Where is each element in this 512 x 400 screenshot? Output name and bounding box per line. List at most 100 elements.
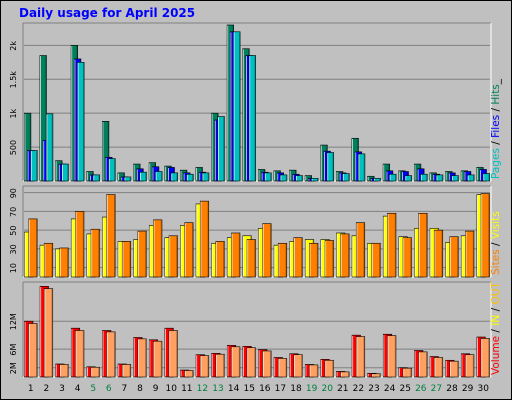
bar-pages-day-7	[124, 176, 132, 182]
bar-pages-day-3	[61, 163, 69, 182]
bar-sites-day-3	[59, 247, 69, 278]
bar-sites-day-25	[402, 237, 412, 278]
bar-out-day-6	[106, 331, 116, 378]
xtick-label-day-8: 8	[137, 384, 143, 394]
bar-out-day-20	[324, 359, 334, 378]
bar-out-day-5	[90, 366, 100, 378]
bar-sites-day-21	[340, 233, 350, 278]
panel-2-legend-label: Sites / Visits	[490, 211, 502, 275]
legend-part: Sites	[490, 249, 502, 275]
xtick-label-day-24: 24	[384, 384, 396, 394]
legend-part: /	[490, 239, 502, 249]
bar-pages-day-11	[186, 173, 194, 182]
bar-out-day-10	[168, 330, 178, 378]
bar-out-day-30	[480, 338, 490, 378]
legend-part: Pages	[490, 148, 502, 179]
bar-pages-day-30	[482, 173, 491, 182]
bar-out-day-16	[262, 350, 272, 378]
xtick-label-day-15: 15	[243, 384, 254, 394]
xtick-label-day-9: 9	[153, 384, 159, 394]
xtick-label-day-16: 16	[259, 384, 271, 394]
bar-out-day-2	[43, 288, 54, 378]
bar-out-day-26	[418, 351, 428, 378]
bar-out-day-25	[402, 367, 412, 378]
bar-sites-day-26	[418, 212, 428, 278]
xtick-label-day-30: 30	[477, 384, 489, 394]
bar-pages-day-22	[357, 153, 366, 182]
legend-part: _	[490, 78, 502, 85]
legend-part: Files	[490, 115, 502, 138]
legend-part: IN	[490, 315, 502, 326]
bar-out-day-3	[59, 364, 69, 378]
bar-pages-day-8	[139, 171, 147, 182]
panel-2-ytick-label: 30	[9, 244, 18, 254]
bar-pages-day-17	[279, 174, 288, 182]
panel-3-ytick-label: 12M	[9, 313, 18, 330]
bar-pages-day-16	[264, 172, 272, 182]
xtick-label-day-17: 17	[275, 384, 286, 394]
xtick-label-day-13: 13	[212, 384, 223, 394]
panel-2-bg	[23, 186, 491, 277]
panel-3-legend-label: Volume / IN / OUT	[490, 282, 502, 375]
panel-3-bg	[23, 282, 491, 377]
xtick-label-day-11: 11	[181, 384, 192, 394]
bar-out-day-24	[387, 335, 397, 378]
bar-pages-day-1	[30, 150, 38, 182]
bar-out-day-21	[340, 371, 350, 378]
legend-part: OUT	[490, 282, 502, 305]
bar-sites-day-8	[137, 230, 147, 278]
bar-out-day-14	[231, 346, 241, 378]
bar-sites-day-20	[324, 240, 334, 278]
bar-out-day-1	[28, 323, 38, 378]
bar-out-day-23	[371, 373, 381, 378]
bar-sites-day-9	[153, 219, 163, 278]
panel-2-ytick-label: 50	[9, 226, 18, 236]
xtick-label-day-10: 10	[165, 384, 177, 394]
bar-sites-day-29	[465, 230, 475, 278]
xtick-label-day-6: 6	[106, 384, 112, 394]
bar-sites-day-24	[387, 212, 397, 278]
bar-sites-day-14	[231, 232, 241, 278]
panel-2-ytick-label: 90	[9, 188, 18, 198]
xtick-label-day-4: 4	[75, 384, 81, 394]
bar-sites-day-17	[277, 242, 288, 278]
bar-sites-day-13	[215, 241, 225, 278]
bar-sites-day-6	[106, 194, 116, 278]
panel-1-ytick-label: 1k	[9, 108, 18, 118]
bar-out-day-8	[137, 338, 147, 378]
panel-2-ytick-label: 10	[9, 263, 18, 273]
panel-1-ytick-label: 1.5k	[9, 71, 18, 89]
bar-pages-day-2	[45, 113, 54, 182]
bar-out-day-13	[215, 353, 225, 378]
xtick-label-day-25: 25	[399, 384, 410, 394]
xtick-label-day-28: 28	[446, 384, 458, 394]
xtick-label-day-2: 2	[44, 384, 50, 394]
panel-1-legend-label: Pages / Files / Hits_	[490, 78, 502, 179]
xtick-label-day-1: 1	[28, 384, 34, 394]
bar-sites-day-5	[90, 228, 100, 278]
legend-part: /	[490, 326, 502, 336]
bar-out-day-29	[465, 354, 475, 378]
bar-pages-day-5	[92, 174, 100, 182]
legend-part: Volume	[490, 336, 502, 375]
xtick-label-day-26: 26	[415, 384, 427, 394]
legend-part: /	[490, 138, 502, 148]
xtick-label-day-21: 21	[337, 384, 348, 394]
panel-1-ytick-label: 2k	[9, 41, 18, 51]
bar-sites-day-12	[199, 200, 210, 278]
xtick-label-day-3: 3	[59, 384, 65, 394]
bar-sites-day-16	[262, 223, 272, 278]
bar-sites-day-28	[449, 236, 459, 278]
bar-out-day-12	[199, 355, 210, 378]
bar-sites-day-1	[28, 218, 38, 278]
bar-sites-day-10	[168, 235, 178, 278]
panel-3-ytick-label: 6M	[9, 344, 18, 356]
bar-pages-day-28	[451, 175, 459, 182]
panel-3-ytick-label: 2M	[9, 362, 18, 374]
bar-pages-day-26	[420, 173, 428, 182]
bar-out-day-11	[184, 370, 194, 378]
xtick-label-day-20: 20	[321, 384, 333, 394]
xtick-label-day-7: 7	[122, 384, 128, 394]
